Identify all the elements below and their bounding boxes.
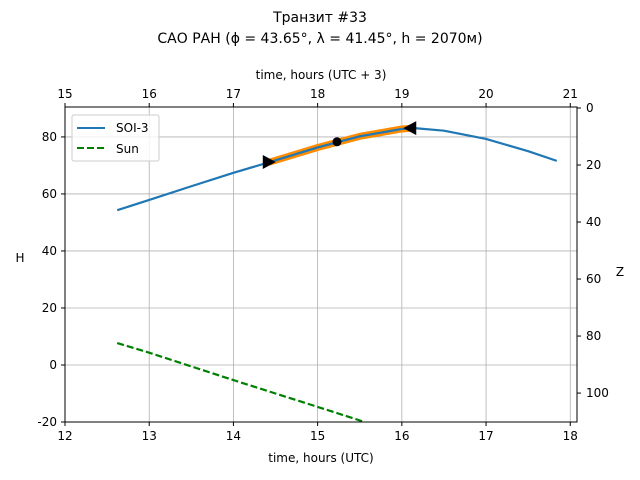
x-tick-label: 18 (563, 429, 578, 443)
x-axis-label: time, hours (UTC) (268, 451, 373, 465)
chart-title: Транзит #33 (272, 10, 367, 26)
x-top-tick-label: 20 (478, 87, 493, 101)
series-sun-line (116, 341, 366, 422)
legend-soi3-label: SOI-3 (116, 121, 149, 135)
x-top-tick-label: 15 (57, 87, 72, 101)
x-top-tick-label: 18 (310, 87, 325, 101)
y-right-tick-label: 0 (586, 101, 594, 115)
x-tick-label: 14 (226, 429, 241, 443)
x-top-tick-label: 17 (226, 87, 241, 101)
y-tick-label: 0 (49, 358, 57, 372)
y-right-tick-label: 80 (586, 329, 601, 343)
y-tick-label: -20 (37, 415, 57, 429)
start-marker (262, 155, 276, 170)
x-tick-label: 15 (310, 429, 325, 443)
series-soi-3-line (116, 126, 558, 212)
y-tick-label: 20 (42, 301, 57, 315)
x-axis-top-label: time, hours (UTC + 3) (256, 68, 387, 82)
chart-subtitle: САО РАН (ϕ = 43.65°, λ = 41.45°, h = 207… (157, 31, 482, 47)
y-axis-label: H (15, 251, 24, 265)
x-tick-label: 16 (394, 429, 409, 443)
x-top-tick-label: 16 (142, 87, 157, 101)
x-top-tick-label: 19 (394, 87, 409, 101)
y-tick-label: 40 (42, 244, 57, 258)
plot-area (116, 121, 558, 422)
y-tick-label: 60 (42, 187, 57, 201)
y-right-tick-label: 40 (586, 215, 601, 229)
legend-sun-label: Sun (116, 142, 139, 156)
legend: SOI-3 Sun (71, 114, 160, 162)
x-tick-label: 17 (478, 429, 493, 443)
x-tick-label: 13 (142, 429, 157, 443)
end-marker (403, 121, 417, 136)
culmination-marker (332, 137, 342, 147)
y-tick-label: 80 (42, 130, 57, 144)
x-tick-label: 12 (57, 429, 72, 443)
y-right-tick-label: 100 (586, 386, 609, 400)
y-right-tick-label: 20 (586, 158, 601, 172)
x-top-tick-label: 21 (563, 87, 578, 101)
plot-frame (64, 106, 578, 423)
y-axis-right-label: Z (616, 265, 624, 279)
y-right-tick-label: 60 (586, 272, 601, 286)
